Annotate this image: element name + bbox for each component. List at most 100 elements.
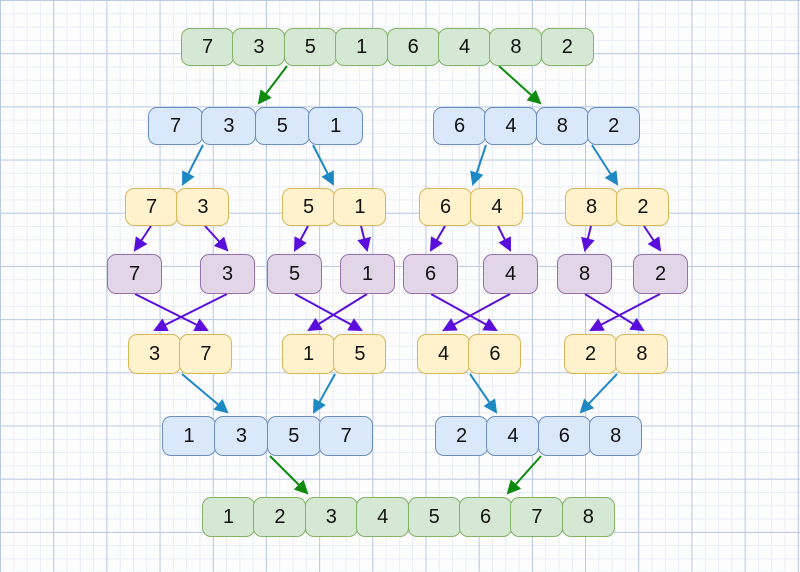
array-group-single-4: 4 [483,254,538,294]
array-group-single-3: 3 [200,254,255,294]
array-cell: 3 [201,107,257,145]
array-group-single-5: 5 [267,254,322,294]
arrow-purple [581,225,595,253]
array-cell: 1 [162,416,216,456]
array-cell: 3 [304,497,358,537]
array-cell: 7 [148,107,203,145]
array-cell: 6 [386,28,440,66]
array-cell: 4 [470,188,524,226]
array-cell: 4 [356,497,410,537]
array-cell: 1 [202,497,255,537]
array-cell: 5 [266,416,321,456]
array-cell: 4 [483,254,538,294]
array-cell: 6 [433,107,486,145]
arrow-purple [430,293,498,332]
array-cell: 3 [200,254,255,294]
arrow-blue [182,144,204,186]
array-cell: 7 [319,416,374,456]
array-cell: 3 [232,28,286,66]
array-cell: 7 [179,334,233,374]
arrow-blue [579,373,618,414]
arrow-blue [312,373,336,414]
array-cell: 6 [419,188,472,226]
array-cell: 8 [535,107,589,145]
array-cell: 2 [564,334,617,374]
array-cell: 8 [565,188,618,226]
array-group-single-1: 1 [340,254,395,294]
array-cell: 1 [340,254,395,294]
array-cell: 2 [587,107,641,145]
arrow-purple [589,293,661,331]
array-group-single-2: 2 [633,254,688,294]
array-cell: 1 [335,28,389,66]
array-cell: 7 [125,188,178,226]
array-cell: 5 [283,28,337,66]
arrow-purple [584,293,645,332]
arrow-blue [591,144,619,186]
arrow-purple [204,225,229,252]
array-cell: 4 [486,416,540,456]
array-group-single-6: 6 [403,254,458,294]
arrow-green [498,65,542,105]
array-cell: 2 [540,28,594,66]
arrow-purple [153,293,228,331]
array-cell: 4 [484,107,538,145]
array-cell: 2 [435,416,488,456]
array-cell: 6 [459,497,513,537]
arrow-blue [312,144,334,186]
arrow-blue [181,373,229,414]
array-group-single-7: 7 [107,254,162,294]
array-cell: 5 [282,188,335,226]
array-cell: 3 [128,334,181,374]
array-cell: 5 [333,334,387,374]
arrow-purple [134,293,209,331]
array-cell: 7 [181,28,234,66]
arrow-purple [357,225,371,253]
array-cell: 8 [557,254,612,294]
array-cell: 1 [308,107,364,145]
arrow-purple [442,293,511,332]
array-cell: 3 [176,188,230,226]
array-cell: 8 [489,28,543,66]
arrow-purple [294,293,363,332]
arrow-green [506,455,542,495]
arrow-purple [293,225,309,252]
arrow-green [269,455,309,495]
array-cell: 1 [333,188,387,226]
array-cell: 2 [253,497,307,537]
arrow-purple [307,293,368,332]
array-cell: 2 [616,188,670,226]
array-group-single-8: 8 [557,254,612,294]
array-cell: 6 [403,254,458,294]
arrow-green [257,65,288,105]
array-cell: 1 [282,334,335,374]
array-cell: 2 [633,254,688,294]
array-cell: 6 [468,334,522,374]
array-cell: 4 [417,334,470,374]
arrow-purple [133,225,152,252]
array-cell: 8 [589,416,643,456]
array-cell: 5 [254,107,310,145]
array-cell: 5 [407,497,461,537]
array-cell: 4 [438,28,492,66]
array-cell: 5 [267,254,322,294]
array-cell: 3 [214,416,269,456]
array-cell: 7 [510,497,564,537]
array-cell: 8 [561,497,615,537]
array-cell: 8 [615,334,669,374]
arrow-purple [497,225,511,252]
